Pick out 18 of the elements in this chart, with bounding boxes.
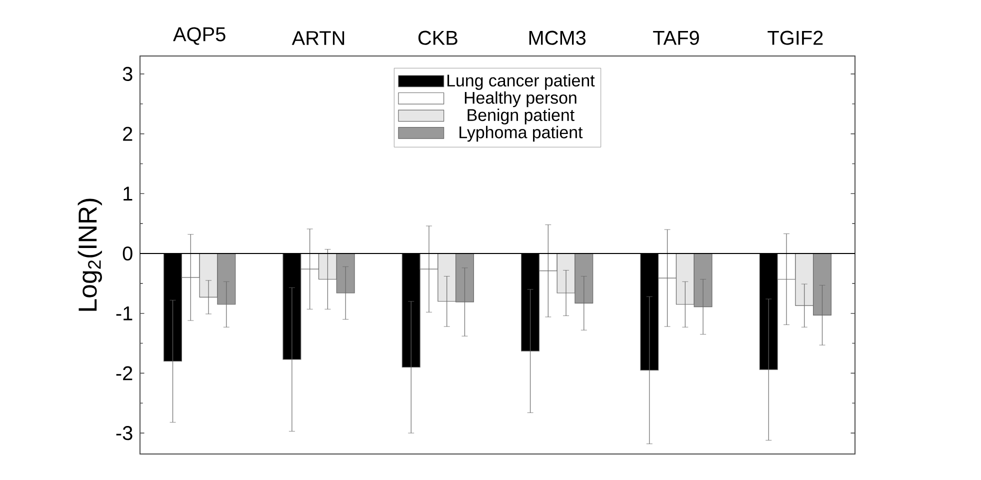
legend-label: Benign patient [468, 108, 574, 124]
y-tick-label: 3 [122, 66, 132, 81]
x-tick-label: AQP5 [173, 27, 226, 45]
legend-label: Lyphoma patient [460, 126, 583, 142]
y-tick-label: -3 [116, 426, 132, 440]
x-tick-label: CKB [418, 30, 458, 45]
y-tick-label: -1 [116, 306, 132, 320]
y-tick-label: 1 [124, 186, 132, 201]
x-tick-label: TAF9 [653, 30, 699, 45]
y-tick-label: 0 [122, 246, 132, 261]
x-tick-label: TGIF2 [768, 30, 823, 45]
y-tick-label: -2 [116, 366, 132, 380]
x-tick-label: MCM3 [529, 30, 586, 45]
legend-label: Healthy person [464, 91, 576, 108]
y-axis-title: Log$_{2}$(INR) [78, 198, 102, 311]
x-tick-label: ARTN [292, 31, 344, 45]
legend-label: Lung cancer patient [447, 74, 595, 90]
y-tick-label: 2 [123, 126, 132, 141]
